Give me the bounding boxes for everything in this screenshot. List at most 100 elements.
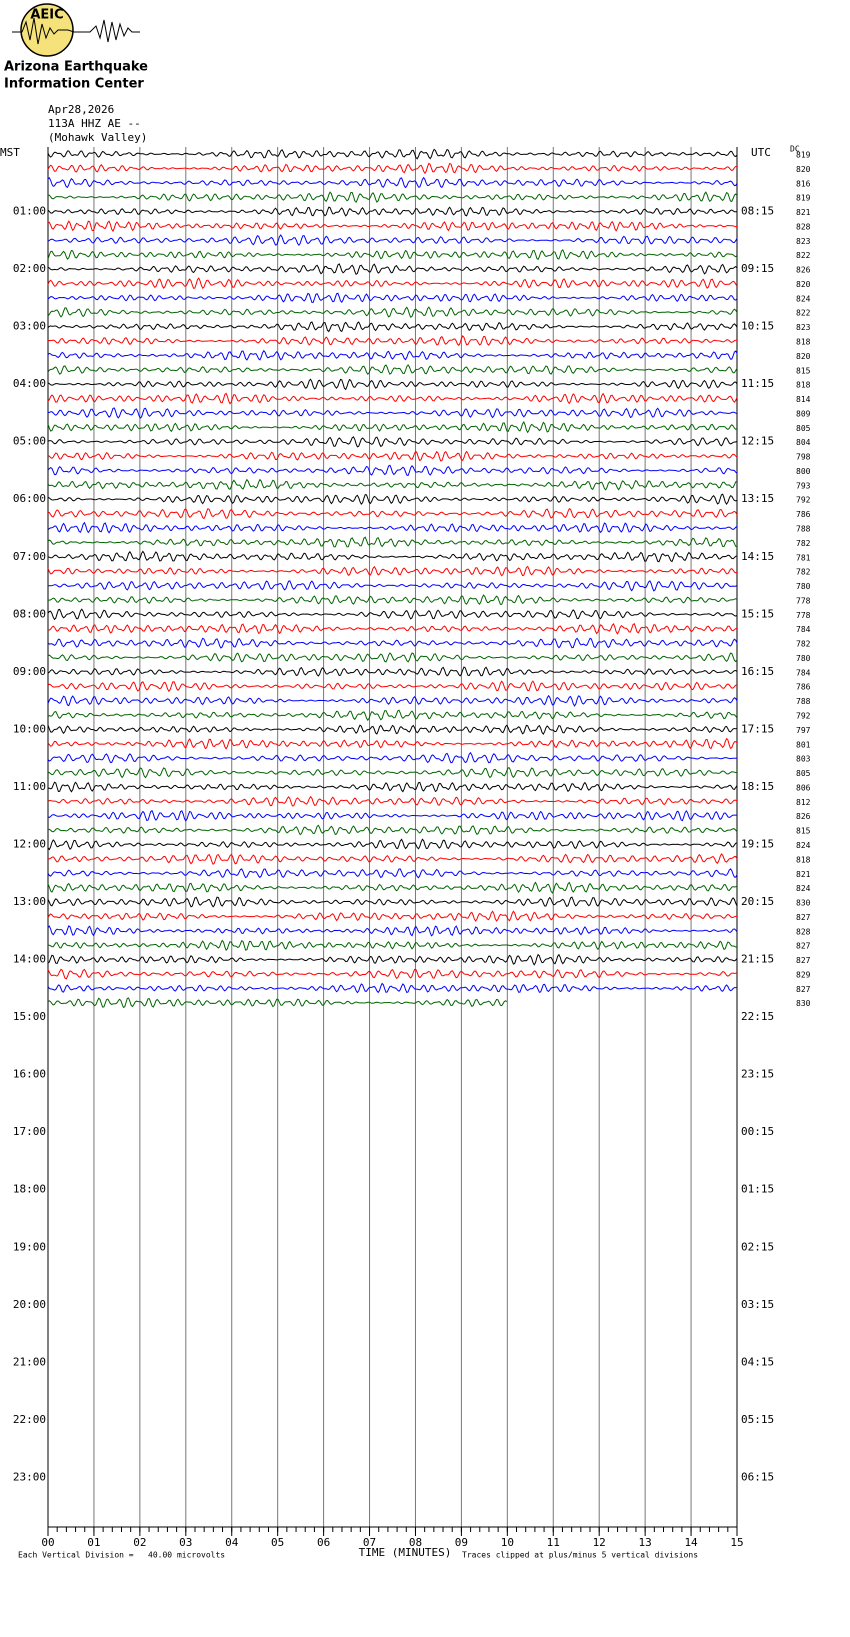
x-tick-label: 14 — [684, 1536, 698, 1549]
x-tick-label: 02 — [133, 1536, 146, 1549]
trace — [47, 306, 738, 318]
dc-value: 830 — [796, 999, 811, 1008]
trace — [47, 220, 738, 233]
hour-label: 16:15 — [741, 665, 774, 678]
dc-value: 815 — [796, 366, 811, 375]
trace — [47, 234, 738, 247]
hour-label: 17:00 — [13, 1125, 46, 1138]
dc-title: DC — [790, 145, 800, 154]
logo-circle — [20, 3, 74, 57]
x-tick-label: 10 — [501, 1536, 514, 1549]
dc-value: 821 — [796, 208, 811, 217]
x-tick-label: 06 — [317, 1536, 330, 1549]
hour-label: 22:15 — [741, 1010, 774, 1023]
hour-label: 18:15 — [741, 780, 774, 793]
trace — [47, 176, 738, 189]
trace — [47, 321, 738, 333]
date: Apr28,2026 — [48, 103, 114, 116]
trace — [47, 248, 738, 261]
trace — [47, 767, 737, 779]
dc-value: 819 — [796, 151, 811, 160]
hour-label: 08:15 — [741, 205, 774, 218]
hour-label: 17:15 — [741, 722, 774, 735]
hour-label: 03:15 — [741, 1298, 774, 1311]
hour-label: 05:00 — [13, 435, 46, 448]
dc-value: 823 — [796, 237, 811, 246]
hour-label: 19:15 — [741, 837, 774, 850]
hour-label: 18:00 — [13, 1183, 46, 1196]
hour-label: 04:00 — [13, 377, 46, 390]
dc-value: 781 — [796, 553, 811, 562]
dc-value: 824 — [796, 884, 811, 893]
x-tick-label: 00 — [41, 1536, 54, 1549]
hour-label: 12:15 — [741, 435, 774, 448]
trace — [47, 809, 738, 822]
trace — [47, 939, 738, 951]
trace — [48, 824, 738, 836]
hour-label: 19:00 — [13, 1240, 46, 1253]
dc-value: 801 — [796, 740, 811, 749]
dc-value: 782 — [796, 568, 811, 577]
trace — [47, 896, 738, 908]
dc-value: 820 — [796, 280, 811, 289]
dc-value: 826 — [796, 266, 811, 275]
hour-label: 03:00 — [13, 320, 46, 333]
org-line: Information Center — [4, 77, 144, 92]
trace — [47, 881, 738, 894]
trace — [47, 277, 738, 290]
dc-value: 778 — [796, 596, 811, 605]
dc-value: 818 — [796, 338, 811, 347]
dc-value: 798 — [796, 453, 811, 462]
hour-label: 13:15 — [741, 492, 774, 505]
hour-label: 20:15 — [741, 895, 774, 908]
dc-value: 819 — [796, 194, 811, 203]
x-tick-label: 15 — [730, 1536, 743, 1549]
trace — [47, 925, 738, 937]
dc-value: 805 — [796, 424, 811, 433]
trace — [47, 652, 738, 663]
dc-value: 818 — [796, 381, 811, 390]
hour-label: 16:00 — [13, 1068, 46, 1081]
trace — [47, 364, 738, 375]
trace — [47, 737, 738, 750]
x-axis-label: TIME (MINUTES) — [359, 1546, 452, 1559]
hour-label: 08:00 — [13, 607, 46, 620]
trace — [47, 910, 737, 922]
trace — [48, 191, 738, 204]
trace — [47, 478, 738, 491]
trace — [47, 997, 508, 1009]
trace — [47, 580, 738, 592]
trace — [47, 450, 738, 462]
dc-value: 792 — [796, 496, 811, 505]
dc-value: 822 — [796, 309, 811, 318]
trace — [47, 162, 738, 175]
dc-value: 804 — [796, 438, 811, 447]
hour-label: 05:15 — [741, 1413, 774, 1426]
right-axis-title: UTC — [751, 146, 771, 159]
hour-label: 09:15 — [741, 262, 774, 275]
x-tick-label: 07 — [363, 1536, 376, 1549]
dc-value: 820 — [796, 165, 811, 174]
trace — [47, 953, 738, 966]
hour-label: 01:00 — [13, 205, 46, 218]
trace — [47, 420, 738, 434]
hour-label: 11:00 — [13, 780, 46, 793]
hour-label: 04:15 — [741, 1355, 774, 1368]
hour-label: 06:15 — [741, 1470, 774, 1483]
dc-value: 792 — [796, 712, 811, 721]
dc-value: 788 — [796, 697, 811, 706]
scale-note: Each Vertical Division = 40.00 microvolt… — [18, 1551, 225, 1560]
org-line: Arizona Earthquake — [4, 60, 148, 75]
trace — [47, 493, 738, 506]
dc-value: 782 — [796, 640, 811, 649]
trace — [47, 292, 738, 304]
hour-label: 23:00 — [13, 1470, 46, 1483]
trace — [47, 392, 738, 405]
dc-value: 830 — [796, 899, 811, 908]
trace — [47, 968, 738, 980]
trace — [47, 206, 737, 217]
hour-label: 23:15 — [741, 1068, 774, 1081]
trace — [47, 694, 738, 707]
dc-value: 827 — [796, 913, 811, 922]
trace — [47, 680, 738, 693]
